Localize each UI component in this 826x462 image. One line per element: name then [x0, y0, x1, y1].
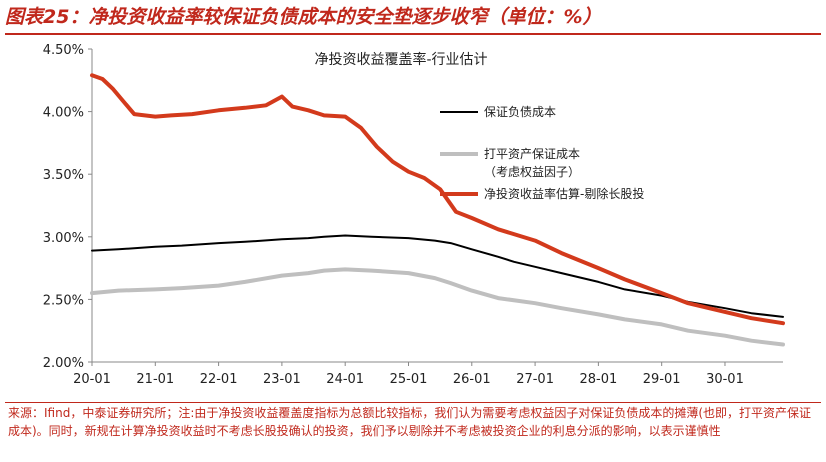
- series-line-1: [91, 234, 784, 318]
- y-tick-label: 3.50%: [43, 168, 84, 183]
- legend-label-1: 保证负债成本: [484, 105, 556, 119]
- chart-axes: 2.00% 2.50% 3.00% 3.50% 4.00% 4.50% 20-01 21-01…: [43, 43, 783, 387]
- x-tick-label: 26-01: [453, 372, 491, 387]
- x-tick-label: 24-01: [326, 372, 364, 387]
- y-tick-label: 3.00%: [43, 231, 84, 246]
- figure-title: 图表25：净投资收益率较保证负债成本的安全垫逐步收窄（单位：%）: [5, 6, 602, 28]
- x-tick-label: 21-01: [136, 372, 174, 387]
- legend-label-2: 打平资产保证成本: [484, 147, 580, 161]
- source-note: 来源：Ifind，中泰证券研究所；注:由于净投资收益覆盖度指标为总额比较指标，我…: [8, 406, 812, 438]
- y-tick-label: 4.00%: [43, 106, 84, 121]
- x-tick-label: 28-01: [579, 372, 617, 387]
- y-tick-label: 4.50%: [43, 43, 84, 58]
- legend-label-2: （考虑权益因子）: [484, 165, 580, 179]
- line-chart: 2.00% 2.50% 3.00% 3.50% 4.00% 4.50% 20-01 21-01…: [43, 43, 785, 387]
- y-tick-label: 2.00%: [43, 356, 84, 371]
- title-divider: [5, 33, 821, 35]
- series-line-3: [90, 73, 785, 326]
- legend-label-3: 净投资收益率估算-剔除长股投: [484, 186, 644, 201]
- x-tick-label: 30-01: [706, 372, 744, 387]
- x-tick-label: 27-01: [516, 372, 554, 387]
- series-line-2: [90, 267, 785, 347]
- source-divider: [5, 402, 821, 403]
- x-tick-label: 22-01: [200, 372, 238, 387]
- x-tick-label: 20-01: [73, 372, 111, 387]
- chart-series: [90, 73, 785, 347]
- x-tick-label: 23-01: [263, 372, 301, 387]
- x-tick-label: 25-01: [390, 372, 428, 387]
- y-tick-label: 2.50%: [43, 293, 84, 308]
- chart-title: 净投资收益覆盖率-行业估计: [314, 51, 487, 68]
- x-tick-label: 29-01: [643, 372, 681, 387]
